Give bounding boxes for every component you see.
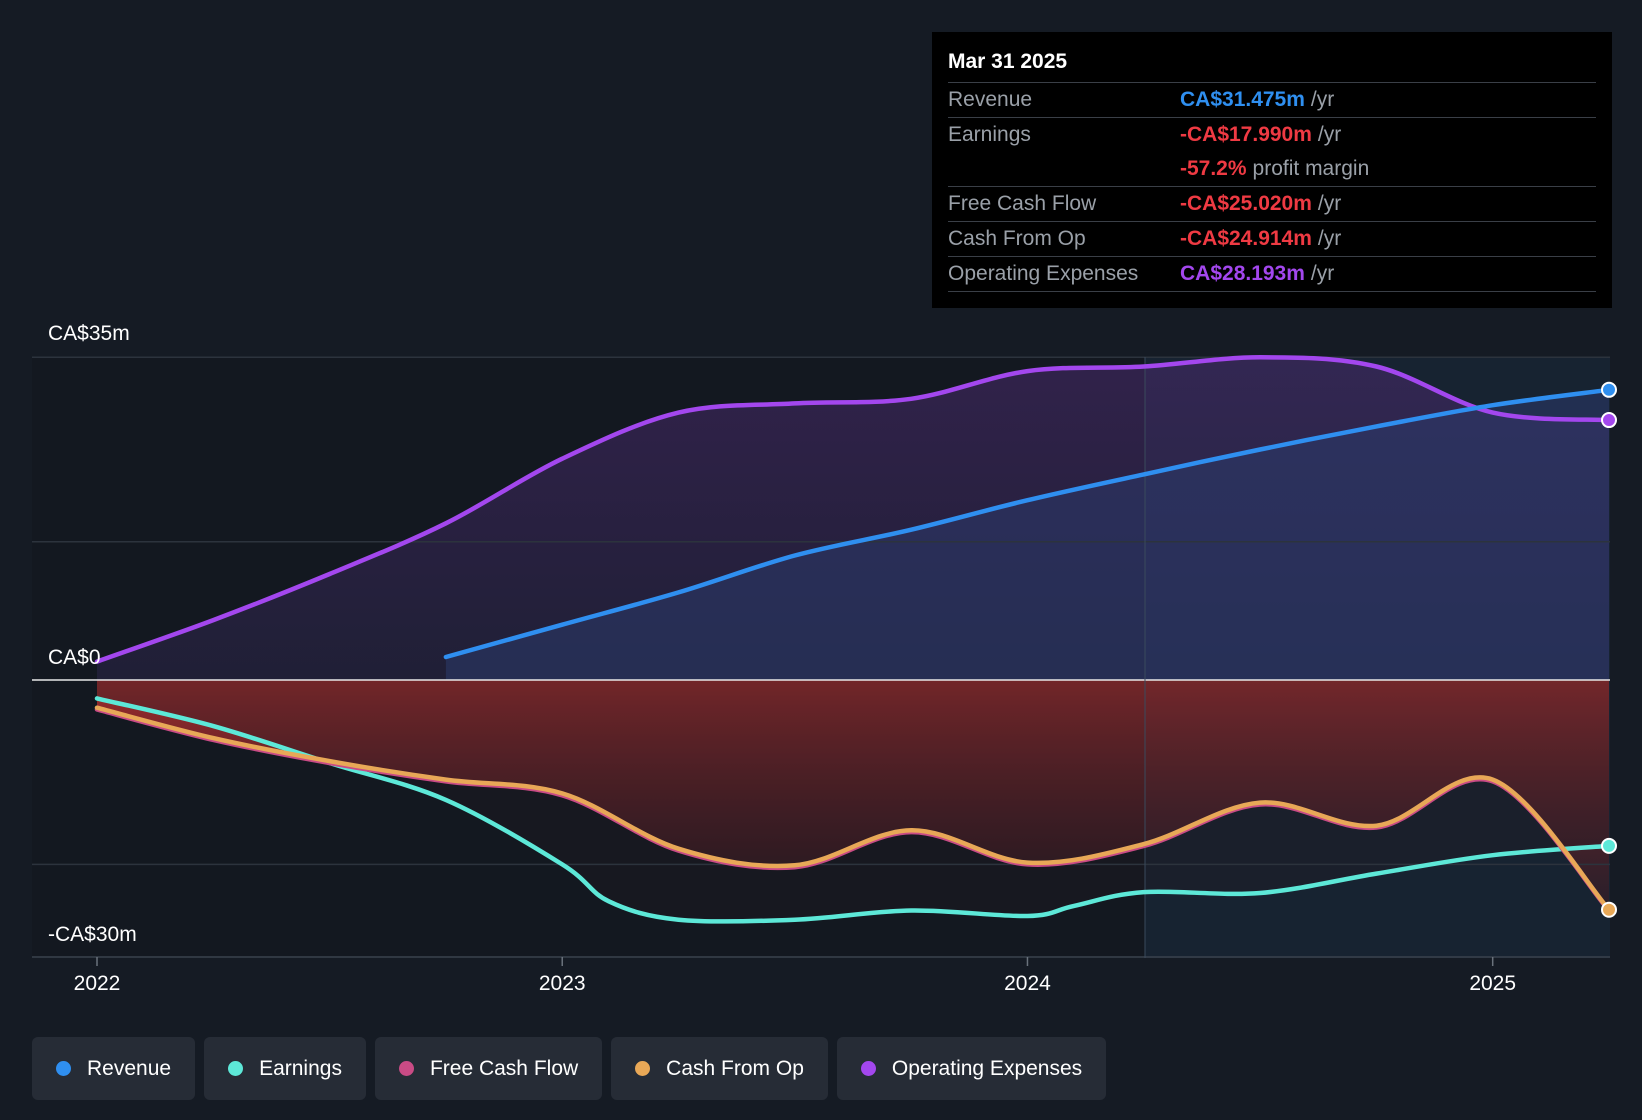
tooltip-row-revenue: Revenue CA$31.475m /yr	[948, 83, 1596, 118]
x-tick-label: 2022	[74, 972, 121, 995]
financial-chart: CA$35m CA$0 -CA$30m 2022 2023 2024 2025	[32, 322, 1617, 995]
tooltip-label: Earnings	[948, 123, 1031, 146]
area-revenue	[445, 389, 1609, 680]
area-earnings	[97, 680, 1609, 922]
legend-dot-icon	[635, 1061, 651, 1076]
legend-item-cash-from-op[interactable]: Cash From Op	[611, 1037, 828, 1100]
series-line-cash-from-op	[94, 705, 1612, 912]
x-tick-label: 2025	[1469, 972, 1516, 995]
legend-dot-icon	[860, 1061, 876, 1076]
tooltip-unit: /yr	[1317, 192, 1342, 215]
tooltip-value: -CA$24.914m	[1180, 227, 1312, 250]
series-line-revenue	[443, 387, 1612, 660]
legend-item-earnings[interactable]: Earnings	[204, 1037, 366, 1100]
legend-item-revenue[interactable]: Revenue	[32, 1037, 196, 1100]
tooltip-unit: /yr	[1317, 123, 1342, 146]
tooltip-panel: Mar 31 2025 Revenue CA$31.475m /yr Earni…	[932, 32, 1612, 308]
tooltip-date: Mar 31 2025	[948, 46, 1596, 83]
legend: Revenue Earnings Free Cash Flow Cash Fro…	[32, 1037, 1115, 1100]
legend-item-free-cash-flow[interactable]: Free Cash Flow	[374, 1037, 603, 1100]
tooltip-row-cfo: Cash From Op -CA$24.914m /yr	[948, 222, 1596, 257]
legend-dot-icon	[228, 1061, 244, 1076]
tooltip-row-fcf: Free Cash Flow -CA$25.020m /yr	[948, 187, 1596, 222]
tooltip-unit: profit margin	[1252, 157, 1370, 180]
series-line-operating-expenses	[94, 355, 1612, 664]
end-marker-earnings	[1601, 837, 1617, 854]
x-tick-label: 2023	[539, 972, 586, 995]
tooltip-unit: /yr	[1310, 262, 1335, 285]
series-line-earnings	[94, 696, 1612, 924]
legend-label: Cash From Op	[666, 1056, 804, 1080]
tooltip-row-earnings: Earnings -CA$17.990m /yr	[948, 118, 1596, 152]
tooltip-unit: /yr	[1310, 88, 1335, 111]
tooltip-row-opex: Operating Expenses CA$28.193m /yr	[948, 257, 1596, 292]
tooltip-value: -57.2%	[1180, 157, 1247, 180]
y-tick-label: CA$35m	[48, 322, 130, 345]
tooltip-value: -CA$17.990m	[1180, 123, 1312, 146]
tooltip-unit: /yr	[1317, 227, 1342, 250]
y-tick-label: CA$0	[48, 646, 101, 669]
tooltip-label: Revenue	[948, 88, 1033, 111]
tooltip-label: Cash From Op	[948, 227, 1086, 250]
tooltip-value: CA$31.475m	[1180, 88, 1305, 111]
legend-dot-icon	[398, 1061, 414, 1076]
legend-label: Free Cash Flow	[429, 1056, 579, 1080]
legend-item-operating-expenses[interactable]: Operating Expenses	[836, 1037, 1107, 1100]
tooltip-label: Free Cash Flow	[948, 192, 1097, 215]
tooltip-label	[948, 152, 1180, 186]
end-marker-cash-from-op	[1601, 901, 1617, 918]
area-cash-from-op	[97, 680, 1609, 910]
x-tick-label: 2024	[1004, 972, 1051, 995]
legend-dot-icon	[56, 1061, 71, 1076]
tooltip-label: Operating Expenses	[948, 262, 1139, 285]
legend-label: Revenue	[87, 1056, 172, 1080]
end-marker-revenue	[1601, 381, 1617, 398]
legend-label: Operating Expenses	[891, 1056, 1083, 1080]
tooltip-value: -CA$25.020m	[1180, 192, 1312, 215]
tooltip-value: CA$28.193m	[1180, 262, 1305, 285]
end-marker-operating-expenses	[1601, 412, 1617, 429]
y-tick-label: -CA$30m	[48, 923, 137, 946]
legend-label: Earnings	[259, 1056, 342, 1080]
tooltip-row-profit-margin: -57.2% profit margin	[948, 152, 1596, 187]
